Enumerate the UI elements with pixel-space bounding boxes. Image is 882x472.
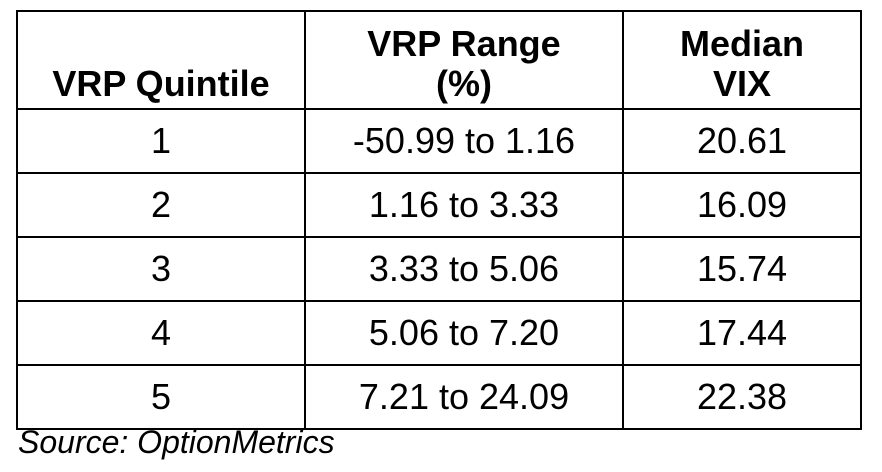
vrp-quintile-table: VRP Quintile VRP Range (%) Median VIX 1 -5… (16, 10, 862, 430)
quintile-cell: 5 (16, 364, 306, 430)
table-row: 3 3.33 to 5.06 15.74 (16, 236, 862, 302)
header-median-vix: Median VIX (622, 10, 862, 110)
table-body: 1 -50.99 to 1.16 20.61 2 1.16 to 3.33 16… (16, 108, 862, 430)
median-vix-cell: 16.09 (622, 172, 862, 238)
quintile-cell: 2 (16, 172, 306, 238)
median-vix-cell: 22.38 (622, 364, 862, 430)
median-vix-cell: 20.61 (622, 108, 862, 174)
range-cell: 7.21 to 24.09 (304, 364, 624, 430)
header-vrp-range: VRP Range (%) (304, 10, 624, 110)
table-row: 2 1.16 to 3.33 16.09 (16, 172, 862, 238)
quintile-cell: 4 (16, 300, 306, 366)
median-vix-cell: 17.44 (622, 300, 862, 366)
median-vix-cell: 15.74 (622, 236, 862, 302)
source-note: Source: OptionMetrics (18, 424, 335, 460)
table-header: VRP Quintile VRP Range (%) Median VIX (16, 10, 862, 110)
table-row: 5 7.21 to 24.09 22.38 (16, 364, 862, 430)
range-cell: 5.06 to 7.20 (304, 300, 624, 366)
quintile-cell: 3 (16, 236, 306, 302)
range-cell: 1.16 to 3.33 (304, 172, 624, 238)
header-row: VRP Quintile VRP Range (%) Median VIX (16, 10, 862, 110)
range-cell: 3.33 to 5.06 (304, 236, 624, 302)
quintile-cell: 1 (16, 108, 306, 174)
table-row: 4 5.06 to 7.20 17.44 (16, 300, 862, 366)
table-row: 1 -50.99 to 1.16 20.61 (16, 108, 862, 174)
range-cell: -50.99 to 1.16 (304, 108, 624, 174)
header-vrp-quintile: VRP Quintile (16, 10, 306, 110)
